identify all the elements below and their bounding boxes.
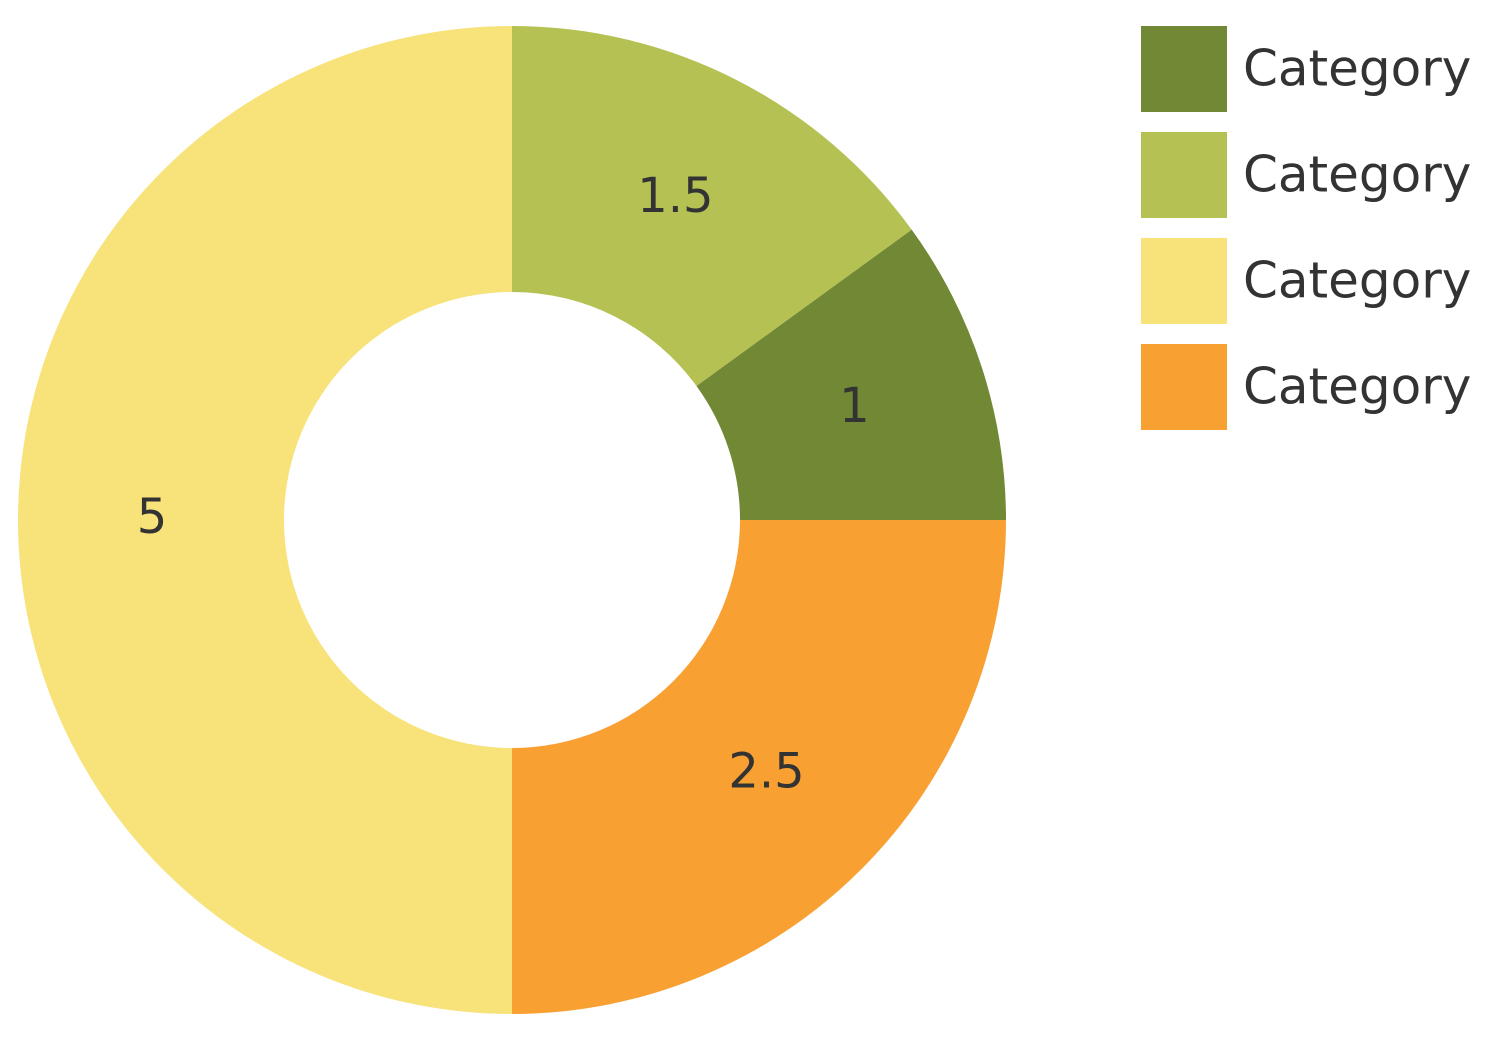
value-label: 5 bbox=[137, 489, 168, 545]
value-label: 1 bbox=[839, 378, 870, 434]
legend-label: Category bbox=[1243, 252, 1471, 310]
legend-label: Category bbox=[1243, 358, 1471, 416]
legend-label: Category bbox=[1243, 146, 1471, 204]
legend-swatch bbox=[1141, 26, 1227, 112]
value-label: 2.5 bbox=[728, 744, 804, 800]
donut-segment bbox=[512, 26, 912, 386]
legend-swatch bbox=[1141, 344, 1227, 430]
legend-swatch bbox=[1141, 238, 1227, 324]
legend-swatch bbox=[1141, 132, 1227, 218]
donut-segment bbox=[696, 229, 1006, 520]
donut-segment bbox=[18, 26, 512, 1014]
legend-label: Category bbox=[1243, 40, 1471, 98]
donut-segment bbox=[512, 520, 1006, 1014]
value-label: 1.5 bbox=[637, 168, 713, 224]
